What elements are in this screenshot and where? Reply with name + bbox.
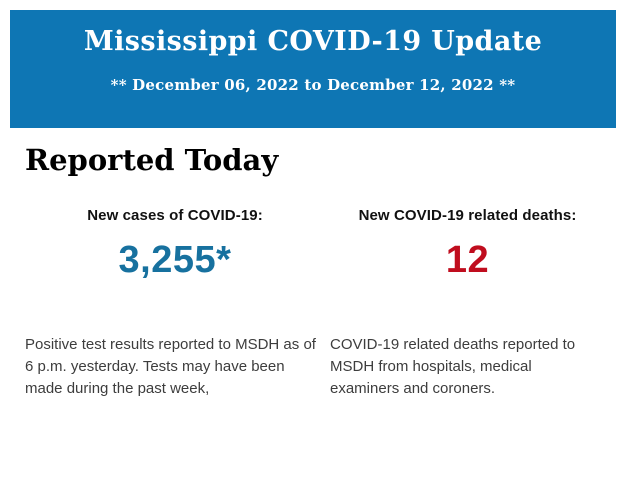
report-body: Reported Today New cases of COVID-19: 3,… [0,143,620,400]
page-title: Mississippi COVID-19 Update [83,26,543,57]
stat-new-deaths: New COVID-19 related deaths: 12 COVID-19… [330,207,605,400]
new-deaths-label: New COVID-19 related deaths: [358,207,577,225]
stat-new-cases: New cases of COVID-19: 3,255* Positive t… [25,207,325,400]
stats-grid: New cases of COVID-19: 3,255* Positive t… [0,207,620,400]
new-cases-description: Positive test results reported to MSDH a… [25,336,316,398]
covid-update-page: Mississippi COVID-19 Update ** December … [0,10,620,483]
new-deaths-description: COVID-19 related deaths reported to MSDH… [330,336,576,398]
date-range: ** December 06, 2022 to December 12, 202… [110,76,516,95]
new-cases-label: New cases of COVID-19: [87,207,263,225]
new-cases-value: 3,255* [118,239,232,282]
header-banner: Mississippi COVID-19 Update ** December … [10,10,616,128]
section-heading: Reported Today [25,143,279,177]
new-deaths-value: 12 [445,239,490,282]
